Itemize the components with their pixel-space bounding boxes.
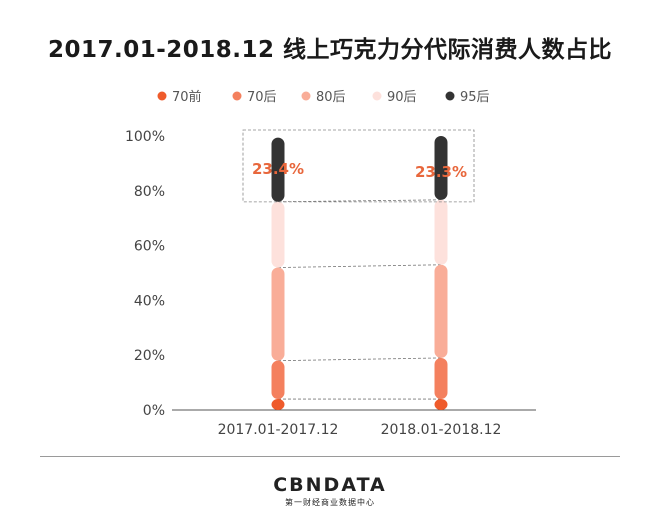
brand-logo: CBNDATA 第一财经商业数据中心 <box>0 474 660 508</box>
y-tick-label: 20% <box>134 348 165 364</box>
legend-marker <box>301 91 311 101</box>
bar-segment <box>434 264 448 358</box>
bar-segment <box>271 360 285 400</box>
highlight-box <box>242 129 475 203</box>
legend-label: 70后 <box>247 90 277 105</box>
y-tick-label: 60% <box>134 239 165 255</box>
bar-segment <box>271 137 285 202</box>
connector-line <box>277 357 442 362</box>
legend-marker <box>372 91 382 101</box>
y-tick-label: 80% <box>134 184 165 200</box>
legend-marker <box>157 91 167 101</box>
x-tick-label: 2018.01-2018.12 <box>381 422 502 438</box>
x-tick-label: 2017.01-2017.12 <box>218 422 339 438</box>
legend-marker <box>232 91 242 101</box>
legend-label: 90后 <box>387 90 417 105</box>
legend-marker <box>445 91 455 101</box>
y-tick-label: 100% <box>125 129 165 145</box>
chart-title: 2017.01-2018.12 线上巧克力分代际消费人数占比 <box>47 37 613 63</box>
bar-segment <box>434 136 448 200</box>
legend-label: 70前 <box>172 89 202 105</box>
brand-tagline: 第一财经商业数据中心 <box>285 498 375 507</box>
bar-segment <box>434 357 448 400</box>
bar-segment <box>434 399 448 410</box>
legend-label: 80后 <box>316 90 346 105</box>
legend-label: 95后 <box>460 90 490 105</box>
data-label: 23.4% <box>252 160 304 178</box>
data-label: 23.3% <box>415 163 467 181</box>
connector-line <box>277 199 442 203</box>
stacked-bar-chart: 70前 70后 80后 90后 95后 0% 20% 40% 60% 80% 100% 2017.01… <box>125 89 536 438</box>
bar-segment <box>271 267 285 361</box>
bar-segment <box>271 399 285 410</box>
bar-segment <box>271 201 285 268</box>
footer-divider <box>40 456 620 457</box>
bar-segment <box>434 199 448 265</box>
y-tick-label: 40% <box>134 293 165 309</box>
brand-name: CBNDATA <box>273 474 387 496</box>
y-tick-label: 0% <box>143 403 165 419</box>
connector-line <box>277 264 442 268</box>
